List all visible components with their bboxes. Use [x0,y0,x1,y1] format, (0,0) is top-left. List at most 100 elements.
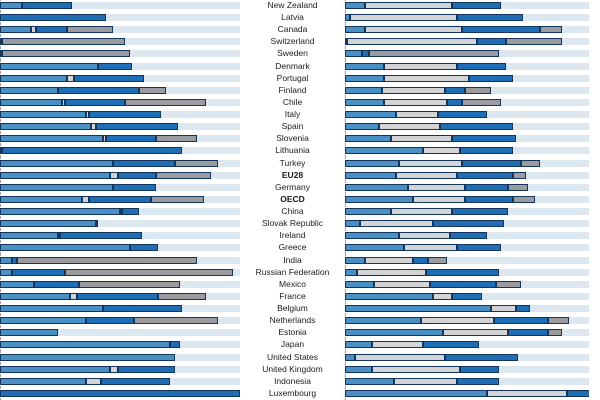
bar-segment [117,171,156,179]
bar-segment [345,341,372,349]
chart-bar-row [345,267,589,277]
bar-segment [496,280,521,288]
chart-bar-row [0,37,240,47]
chart-bar-row [345,194,589,204]
chart-bar-row [345,279,589,289]
bar-segment [345,280,375,288]
country-label: Greece [278,242,307,253]
bar-segment [476,38,507,46]
bar-segment [396,111,438,119]
bar-segment [345,159,399,167]
country-label: Sweden [277,48,308,59]
bar-segment [105,135,156,143]
bar-segment [427,256,448,264]
chart-bar-row [345,207,589,217]
bar-segment [345,232,399,240]
bar-segment [457,62,507,70]
bar-segment [86,111,89,119]
bar-segment [103,305,183,313]
bar-segment [134,317,219,325]
chart-bar-row [0,316,240,326]
bar-segment [0,280,34,288]
bar-segment [420,317,494,325]
bar-segment [493,317,548,325]
chart-bar-row [345,146,589,156]
bar-segment [345,171,397,179]
bar-segment [0,317,87,325]
bar-segment [540,26,563,34]
bar-segment [442,329,509,337]
bar-segment [457,377,499,385]
bar-segment [452,2,502,9]
chart-bar-row [345,122,589,132]
bar-segment [403,244,458,252]
bar-segment [0,38,3,46]
country-label: Indonesia [274,375,311,386]
bar-segment [357,268,426,276]
bar-segment [2,147,183,155]
bar-segment [345,317,421,325]
country-label: Portugal [276,72,309,83]
chart-bar-row [345,110,589,120]
bar-segment [345,256,365,264]
chart-bar-row [0,13,240,23]
bar-segment [0,86,58,94]
bar-segment [0,123,92,131]
bar-segment [156,135,197,143]
country-label: United States [266,351,319,362]
bar-segment [464,183,509,191]
bar-segment [12,268,65,276]
bar-segment [345,86,382,94]
bar-segment [345,14,350,22]
bar-segment [0,268,12,276]
bar-segment [0,183,113,191]
chart-bar-row [0,388,240,398]
bar-segment [175,159,219,167]
bar-segment [506,38,563,46]
bar-segment [447,98,463,106]
country-label: Luxembourg [268,387,317,398]
bar-segment [100,377,171,385]
bar-segment [345,183,409,191]
bar-segment [67,26,113,34]
bar-segment [452,208,509,216]
bar-segment [16,256,197,264]
bar-segment [158,292,207,300]
bar-segment [345,329,443,337]
bar-segment [345,2,365,9]
bar-segment [156,171,212,179]
chart-bar-row [345,340,589,350]
chart-bar-row [0,61,240,71]
bar-segment [452,292,482,300]
chart-bar-row [0,85,240,95]
bar-segment [0,305,104,313]
bar-segment [457,171,514,179]
left-chart-rows [0,0,240,400]
chart-bar-row [0,279,240,289]
chart-bar-row [0,291,240,301]
country-label: China [281,206,304,217]
country-label: Germany [275,181,310,192]
bar-segment [547,317,570,325]
bar-segment [31,26,36,34]
bar-segment [462,98,502,106]
bar-segment [345,195,414,203]
bar-segment [354,353,446,361]
chart-bar-row [0,352,240,362]
bar-segment [0,171,111,179]
bar-segment [345,147,424,155]
bar-segment [0,26,32,34]
bar-segment [112,159,176,167]
country-label: Ireland [279,230,306,241]
bar-segment [64,98,125,106]
bar-segment [170,341,180,349]
bar-segment [0,353,176,361]
bar-segment [369,50,499,58]
bar-segment [62,98,65,106]
bar-segment [491,305,516,313]
chart-bar-row [0,182,240,192]
bar-segment [452,135,516,143]
chart-bar-row [345,255,589,265]
bar-segment [0,159,113,167]
bar-segment [2,38,125,46]
